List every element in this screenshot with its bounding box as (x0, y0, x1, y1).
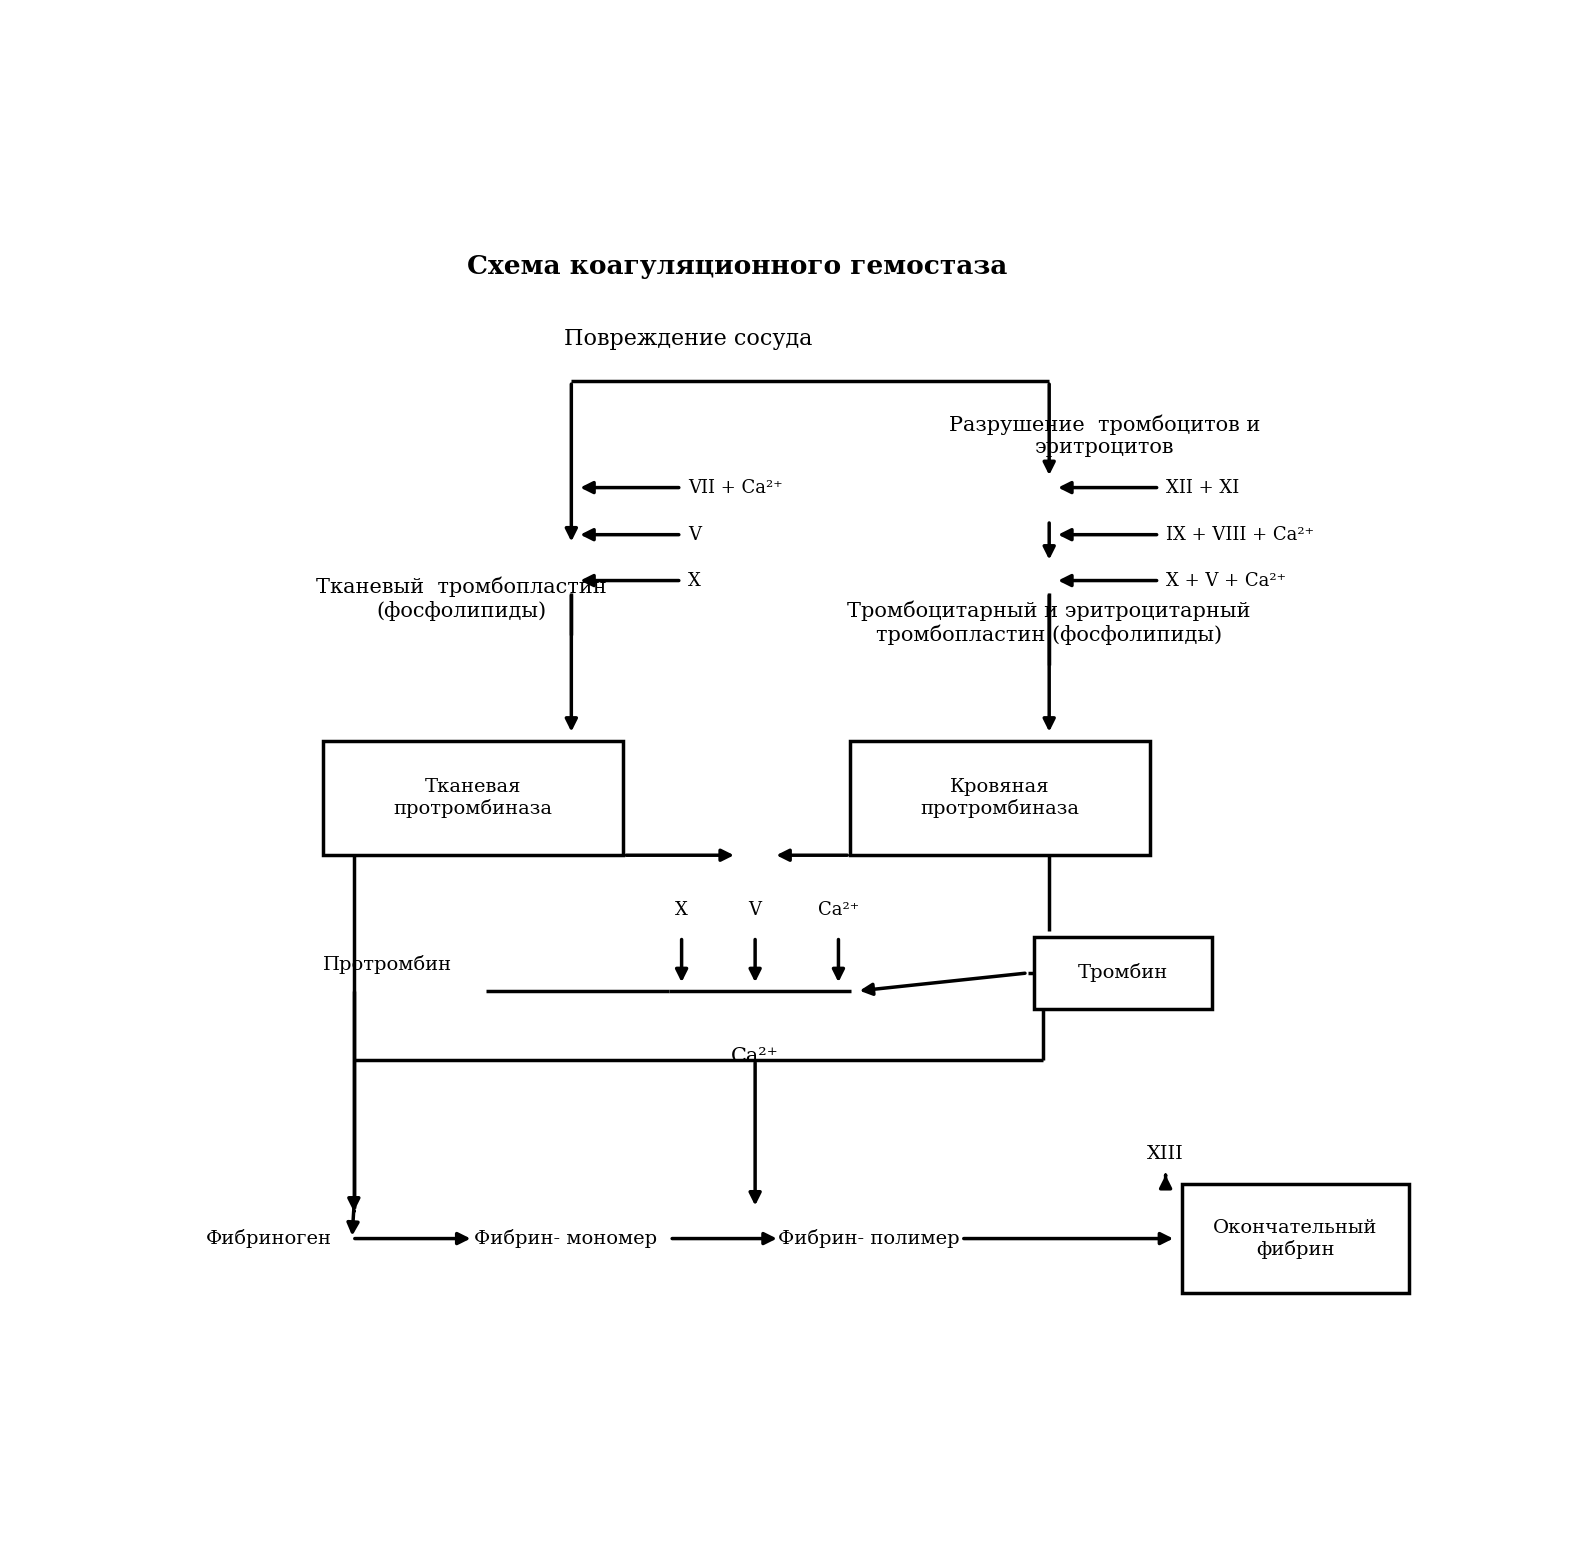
Text: V: V (749, 902, 762, 919)
Text: X: X (688, 572, 700, 590)
Text: XII + XI: XII + XI (1165, 478, 1240, 497)
Text: IX + VIII + Ca²⁺: IX + VIII + Ca²⁺ (1165, 525, 1314, 544)
Text: X: X (675, 902, 688, 919)
Text: VII + Ca²⁺: VII + Ca²⁺ (688, 478, 783, 497)
Bar (851, 740, 1151, 855)
Text: Тромбоцитарный и эритроцитарный
тромбопластин (фосфолипиды): Тромбоцитарный и эритроцитарный тромбопл… (847, 601, 1251, 644)
Text: Протромбин: Протромбин (323, 955, 452, 974)
Text: Фибриноген: Фибриноген (206, 1229, 332, 1248)
Text: Фибрин- мономер: Фибрин- мономер (474, 1229, 656, 1248)
Text: Схема коагуляционного гемостаза: Схема коагуляционного гемостаза (466, 254, 1007, 279)
Text: Ca²⁺: Ca²⁺ (817, 902, 858, 919)
Text: Окончательный
фибрин: Окончательный фибрин (1213, 1218, 1377, 1259)
Text: X + V + Ca²⁺: X + V + Ca²⁺ (1165, 572, 1285, 590)
Text: Разрушение  тромбоцитов и
эритроцитов: Разрушение тромбоцитов и эритроцитов (949, 414, 1260, 456)
Text: Кровяная
протромбиназа: Кровяная протромбиназа (920, 778, 1080, 818)
Text: Тромбин: Тромбин (1078, 963, 1168, 983)
Text: XIII: XIII (1148, 1145, 1184, 1163)
Bar (1034, 936, 1211, 1010)
Text: Тканевый  тромбопластин
(фосфолипиды): Тканевый тромбопластин (фосфолипиды) (316, 577, 607, 621)
Bar (1183, 1184, 1409, 1294)
Bar (323, 740, 623, 855)
Text: Ca²⁺: Ca²⁺ (732, 1047, 779, 1066)
Text: V: V (688, 525, 700, 544)
Text: Тканевая
протромбиназа: Тканевая протромбиназа (394, 778, 553, 818)
Text: Повреждение сосуда: Повреждение сосуда (563, 328, 813, 350)
Text: Фибрин- полимер: Фибрин- полимер (778, 1229, 960, 1248)
